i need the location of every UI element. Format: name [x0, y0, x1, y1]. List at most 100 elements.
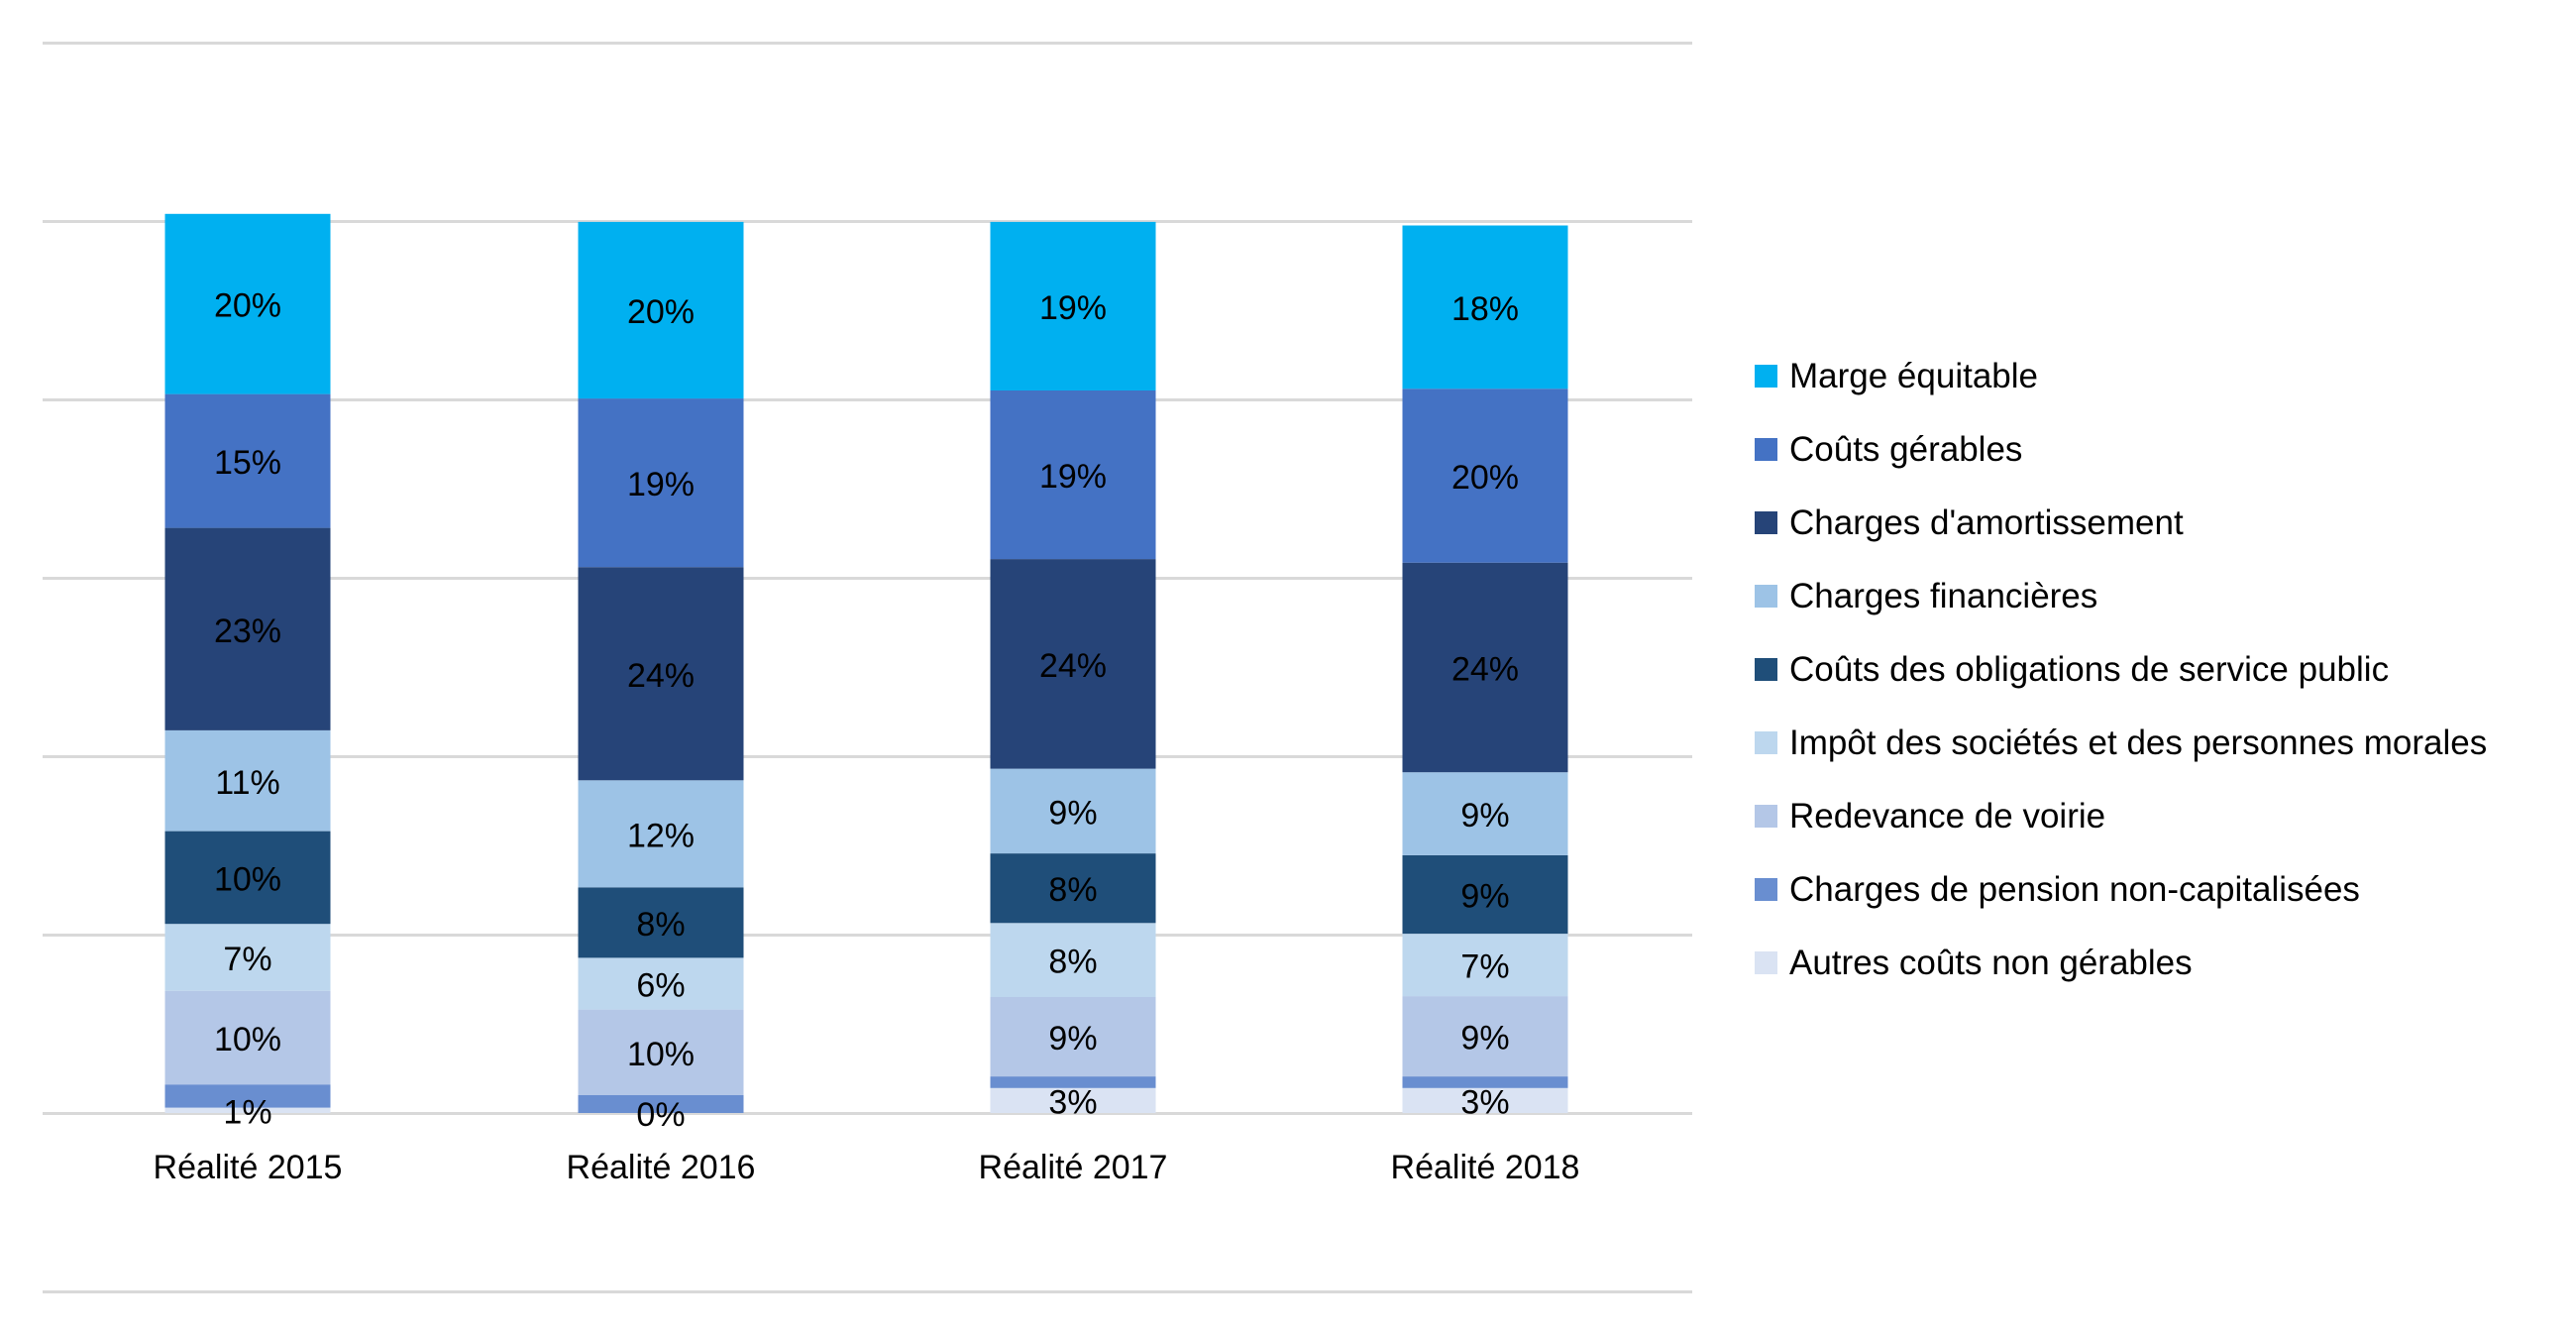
bar-segment-autres-couts-non-gerables	[1402, 1087, 1568, 1113]
bar-segment-couts-des-obligations-de-service-public	[1402, 854, 1568, 935]
data-label-impot-des-societes-et-des-personnes-morales: 7%	[1460, 948, 1509, 986]
data-label-marge-equitable: 20%	[214, 287, 281, 325]
bar-segment-couts-gerables	[1402, 389, 1568, 563]
legend-label: Coûts gérables	[1789, 429, 2023, 469]
category-label: Réalité 2015	[154, 1149, 343, 1186]
bar-segment-impot-des-societes-et-des-personnes-morales	[990, 923, 1156, 997]
data-label-charges-financieres: 12%	[627, 817, 695, 854]
bar-segment-couts-gerables	[578, 398, 744, 568]
legend-item: Autres coûts non gérables	[1755, 926, 2487, 999]
bar-segment-redevance-de-voirie	[578, 1009, 744, 1095]
bar-segment-charges-financieres	[578, 780, 744, 888]
data-label-couts-gerables: 19%	[1039, 458, 1107, 496]
category-axis-labels: Réalité 2015 Réalité 2016 Réalité 2017 Réal…	[154, 1149, 1580, 1186]
legend-label: Coûts des obligations de service public	[1789, 649, 2390, 689]
data-label-redevance-de-voirie: 9%	[1048, 1020, 1097, 1058]
bar-segment-redevance-de-voirie	[164, 990, 331, 1085]
bar-segment-autres-couts-non-gerables	[164, 1107, 331, 1113]
data-label-charges-d-amortissement: 24%	[1039, 647, 1107, 685]
legend-swatch-icon	[1755, 584, 1777, 608]
bar-segment-marge-equitable	[578, 221, 744, 399]
data-label-couts-gerables: 20%	[1451, 459, 1519, 497]
data-label-autres-couts-non-gerables: 0%	[636, 1096, 685, 1134]
bar-segment-redevance-de-voirie	[1402, 996, 1568, 1077]
data-label-charges-d-amortissement: 23%	[214, 612, 281, 650]
bar-segment-charges-d-amortissement	[578, 567, 744, 781]
legend-label: Impôt des sociétés et des personnes mora…	[1789, 723, 2488, 762]
legend-swatch-icon	[1755, 437, 1777, 461]
legend-label: Charges de pension non-capitalisées	[1789, 869, 2360, 909]
legend-swatch-icon	[1755, 804, 1777, 828]
bar-segment-charges-de-pension-non-capitalisees	[990, 1076, 1156, 1088]
data-label-charges-financieres: 11%	[215, 764, 280, 802]
bar-segment-marge-equitable	[1402, 225, 1568, 390]
data-label-couts-des-obligations-de-service-public: 8%	[1048, 871, 1097, 909]
legend-label: Marge équitable	[1789, 356, 2038, 395]
bar-segment-charges-d-amortissement	[164, 527, 331, 730]
legend-swatch-icon	[1755, 730, 1777, 754]
data-label-charges-d-amortissement: 24%	[1451, 650, 1519, 688]
bar-segment-couts-des-obligations-de-service-public	[990, 853, 1156, 924]
bar-segment-couts-des-obligations-de-service-public	[578, 887, 744, 958]
data-label-redevance-de-voirie: 10%	[214, 1021, 281, 1058]
bar-segment-autres-couts-non-gerables	[990, 1087, 1156, 1113]
legend: Marge équitable Coûts gérables Charges d'a…	[1755, 339, 2487, 999]
bar-segment-marge-equitable	[164, 213, 331, 394]
data-label-couts-des-obligations-de-service-public: 10%	[214, 860, 281, 898]
bar-segment-impot-des-societes-et-des-personnes-morales	[578, 957, 744, 1010]
legend-item: Charges d'amortissement	[1755, 486, 2487, 559]
data-label-impot-des-societes-et-des-personnes-morales: 7%	[223, 941, 271, 978]
category-label: Réalité 2016	[567, 1149, 756, 1186]
legend-item: Charges financières	[1755, 559, 2487, 632]
bar-segment-charges-de-pension-non-capitalisees	[578, 1095, 744, 1113]
bar-segment-couts-gerables	[990, 390, 1156, 560]
legend-swatch-icon	[1755, 510, 1777, 534]
legend-label: Charges d'amortissement	[1789, 502, 2184, 542]
legend-item: Redevance de voirie	[1755, 779, 2487, 852]
bar-segment-redevance-de-voirie	[990, 997, 1156, 1077]
bar-segment-impot-des-societes-et-des-personnes-morales	[164, 924, 331, 991]
bar-segment-charges-financieres	[990, 768, 1156, 854]
data-label-couts-des-obligations-de-service-public: 9%	[1460, 878, 1509, 916]
bar-segment-charges-financieres	[1402, 772, 1568, 855]
data-label-marge-equitable: 20%	[627, 293, 695, 331]
legend-item: Marge équitable	[1755, 339, 2487, 412]
bar-segment-charges-d-amortissement	[990, 559, 1156, 769]
data-label-impot-des-societes-et-des-personnes-morales: 8%	[1048, 944, 1097, 981]
data-label-impot-des-societes-et-des-personnes-morales: 6%	[636, 967, 685, 1005]
legend-swatch-icon	[1755, 877, 1777, 901]
bar-segment-charges-d-amortissement	[1402, 562, 1568, 773]
bar-segment-couts-des-obligations-de-service-public	[164, 831, 331, 925]
data-label-redevance-de-voirie: 9%	[1460, 1020, 1509, 1058]
data-label-autres-couts-non-gerables: 3%	[1460, 1083, 1509, 1121]
data-label-charges-financieres: 9%	[1460, 797, 1509, 835]
bar-segment-charges-de-pension-non-capitalisees	[164, 1084, 331, 1108]
legend-label: Redevance de voirie	[1789, 796, 2106, 835]
data-label-marge-equitable: 19%	[1039, 289, 1107, 327]
data-label-couts-gerables: 19%	[627, 466, 695, 503]
bar-segment-marge-equitable	[990, 221, 1156, 390]
legend-item: Impôt des sociétés et des personnes mora…	[1755, 706, 2487, 779]
legend-swatch-icon	[1755, 364, 1777, 388]
legend-item: Charges de pension non-capitalisées	[1755, 852, 2487, 926]
legend-swatch-icon	[1755, 950, 1777, 974]
category-label: Réalité 2017	[979, 1149, 1168, 1186]
bars	[164, 213, 1568, 1113]
legend-label: Autres coûts non gérables	[1789, 943, 2193, 982]
legend-swatch-icon	[1755, 657, 1777, 681]
data-label-autres-couts-non-gerables: 3%	[1048, 1083, 1097, 1121]
legend-label: Charges financières	[1789, 576, 2098, 615]
bar-segment-impot-des-societes-et-des-personnes-morales	[1402, 934, 1568, 997]
data-label-redevance-de-voirie: 10%	[627, 1036, 695, 1073]
data-label-couts-des-obligations-de-service-public: 8%	[636, 906, 685, 944]
data-label-marge-equitable: 18%	[1451, 290, 1519, 328]
legend-item: Coûts gérables	[1755, 412, 2487, 486]
category-label: Réalité 2018	[1391, 1149, 1580, 1186]
data-label-autres-couts-non-gerables: 1%	[223, 1093, 271, 1131]
legend-item: Coûts des obligations de service public	[1755, 632, 2487, 706]
data-label-charges-financieres: 9%	[1048, 794, 1097, 832]
data-labels: 1% 10% 7% 10% 11% 23% 15% 20% 0% 10% 6% 8% 12% 24% 19%…	[214, 287, 1519, 1134]
bar-segment-couts-gerables	[164, 393, 331, 528]
bar-segment-charges-financieres	[164, 729, 331, 832]
